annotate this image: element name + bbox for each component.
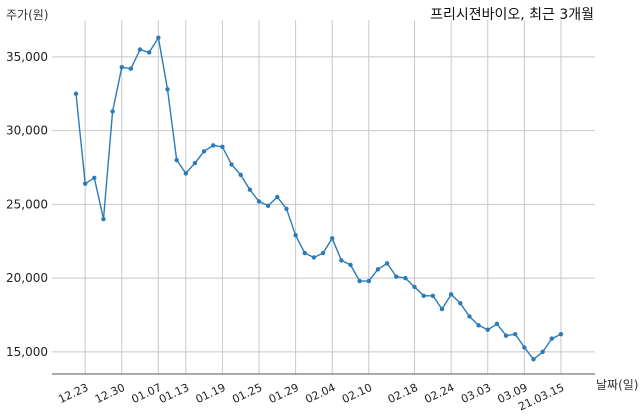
data-point — [394, 274, 399, 279]
y-tick-label: 20,000 — [6, 271, 48, 285]
data-point — [430, 293, 436, 299]
data-point — [320, 250, 326, 256]
data-point — [476, 323, 481, 328]
x-tick-label: 12.23 — [56, 381, 90, 406]
data-point — [513, 331, 518, 337]
data-point — [183, 171, 188, 176]
data-point — [229, 162, 234, 167]
x-tick-label: 12.30 — [93, 381, 127, 406]
chart-title: 프리시젼바이오, 최근 3개월 — [430, 7, 594, 23]
x-tick-label: 02.10 — [340, 381, 374, 406]
data-point — [92, 175, 97, 181]
data-point — [330, 236, 335, 241]
data-point — [549, 336, 554, 341]
data-point — [165, 87, 170, 92]
data-point — [485, 327, 490, 332]
x-tick-label: 03.03 — [459, 381, 493, 406]
data-point — [448, 292, 454, 297]
data-point — [503, 333, 509, 338]
data-point — [137, 47, 143, 52]
y-tick-label: 25,000 — [6, 197, 48, 211]
data-point — [284, 206, 289, 211]
x-tick-label: 02.04 — [303, 381, 337, 406]
x-tick-label: 01.19 — [194, 381, 228, 406]
data-point — [73, 91, 79, 96]
data-point — [302, 250, 307, 256]
grid-lines — [52, 20, 595, 374]
data-point — [531, 357, 536, 362]
x-tick-label: 01.29 — [267, 381, 301, 406]
x-tick-label: 02.24 — [422, 381, 456, 406]
data-point — [201, 149, 207, 154]
y-tick-label: 15,000 — [6, 345, 48, 359]
data-point — [384, 261, 390, 266]
data-point — [366, 278, 371, 284]
data-point — [339, 258, 344, 263]
data-point — [348, 262, 353, 268]
data-point — [147, 50, 152, 55]
data-point — [412, 284, 417, 290]
data-point — [421, 293, 426, 299]
data-point — [458, 301, 463, 306]
price-series — [73, 35, 564, 362]
data-point — [156, 35, 161, 40]
data-point — [82, 181, 88, 186]
x-tick-label: 01.25 — [230, 381, 264, 406]
data-point — [238, 172, 243, 178]
data-point — [275, 194, 280, 200]
data-point — [403, 275, 408, 281]
data-point — [192, 160, 198, 166]
data-point — [174, 157, 179, 163]
data-point — [522, 345, 527, 350]
data-point — [101, 216, 106, 222]
data-point — [311, 255, 317, 260]
data-point — [375, 267, 381, 272]
data-point — [357, 278, 362, 284]
data-point — [494, 321, 500, 327]
data-point — [211, 143, 216, 148]
x-tick-label: 01.13 — [157, 381, 191, 406]
data-point — [293, 233, 298, 238]
y-tick-label: 30,000 — [6, 124, 48, 138]
data-point — [467, 314, 472, 319]
data-point — [220, 144, 225, 150]
data-point — [119, 65, 124, 70]
y-axis-label: 주가(원) — [6, 8, 48, 22]
data-point — [265, 203, 271, 209]
data-point — [110, 109, 115, 114]
data-point — [558, 331, 564, 337]
data-point — [540, 349, 545, 355]
y-tick-label: 35,000 — [6, 50, 48, 64]
x-axis-label: 날짜(일) — [596, 378, 638, 392]
x-tick-label: 02.18 — [386, 381, 420, 406]
y-axis-ticks: 15,000 20,000 25,000 30,000 35,000 — [6, 50, 48, 359]
data-point — [128, 66, 134, 71]
data-point — [439, 306, 445, 312]
data-point — [247, 187, 253, 192]
data-point — [256, 199, 262, 204]
